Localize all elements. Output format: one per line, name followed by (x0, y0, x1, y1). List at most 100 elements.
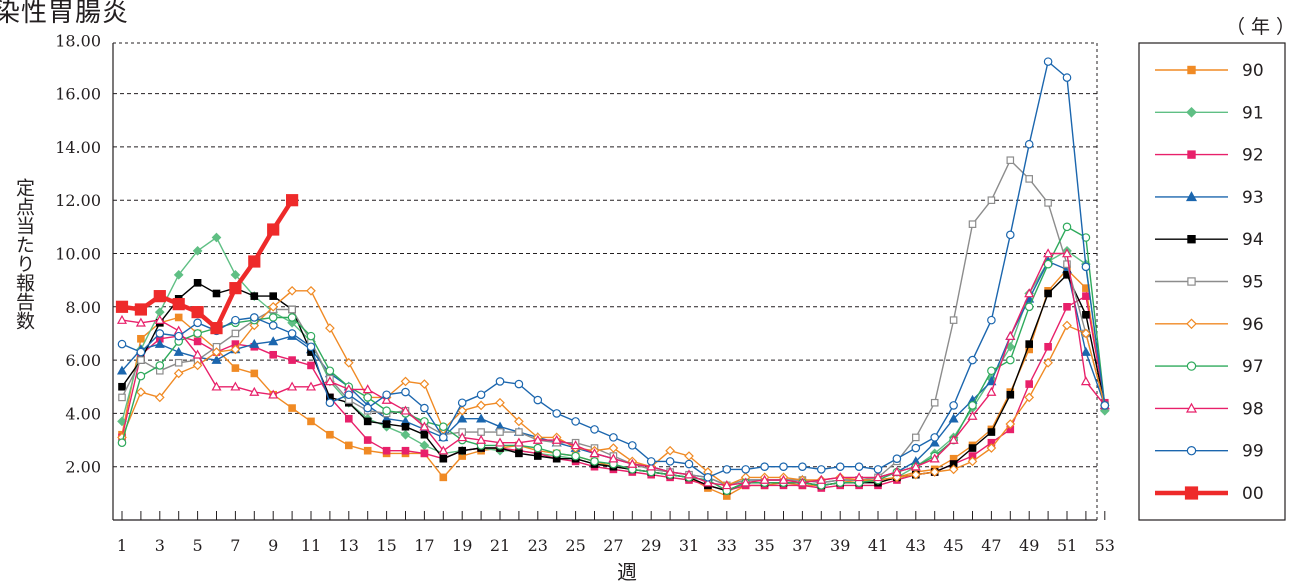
legend-item-94: 94 (1155, 230, 1264, 250)
point-92 (1082, 292, 1090, 300)
x-tick-label: 53 (1095, 536, 1115, 555)
point-95 (930, 398, 939, 407)
point-98 (532, 434, 543, 444)
point-95 (949, 316, 958, 324)
point-99 (949, 401, 958, 410)
point-90 (307, 417, 315, 426)
x-tick-label: 7 (230, 536, 240, 555)
point-98 (608, 453, 619, 463)
point-92 (1044, 342, 1052, 351)
point-94 (118, 382, 126, 391)
point-99 (627, 441, 637, 450)
point-92 (307, 361, 315, 370)
point-99 (552, 409, 562, 418)
point-90 (137, 334, 145, 343)
x-tick-label: 43 (906, 536, 926, 555)
point-98 (891, 466, 902, 476)
legend-unit-label: （年） (1226, 16, 1292, 38)
point-92 (193, 337, 202, 346)
point-92 (401, 446, 410, 455)
point-98 (305, 381, 317, 391)
legend-marker-00 (1184, 486, 1199, 500)
point-97 (987, 366, 996, 376)
point-99 (835, 462, 845, 472)
point-96 (476, 400, 486, 411)
point-98 (854, 472, 865, 482)
legend-label-99: 99 (1242, 442, 1264, 462)
point-98 (910, 461, 921, 471)
point-98 (476, 434, 487, 444)
point-95 (1044, 199, 1052, 207)
point-99 (590, 425, 599, 434)
point-91 (192, 245, 203, 256)
point-94 (1025, 340, 1034, 348)
point-99 (438, 433, 448, 442)
legend-label-00: 00 (1242, 484, 1264, 504)
point-97 (1005, 355, 1015, 365)
point-92 (1025, 380, 1034, 388)
legend-label-98: 98 (1242, 399, 1264, 419)
point-97 (268, 313, 278, 322)
y-axis-label: 定点当たり報告数 (13, 178, 35, 330)
point-98 (249, 386, 260, 396)
point-98 (683, 469, 695, 479)
x-tick-label: 21 (490, 536, 510, 555)
point-99 (722, 465, 732, 474)
point-96 (268, 301, 279, 312)
point-98 (759, 474, 770, 484)
point-99 (325, 398, 335, 408)
point-90 (174, 313, 183, 322)
point-96 (287, 285, 297, 296)
x-tick-label: 31 (679, 536, 699, 555)
point-98 (872, 472, 884, 482)
point-99 (968, 355, 977, 365)
y-tick-label: 2.00 (65, 458, 101, 477)
x-tick-label: 19 (452, 536, 472, 555)
point-96 (457, 405, 468, 416)
point-98 (702, 477, 713, 487)
point-99 (136, 347, 146, 357)
point-94 (212, 289, 221, 298)
x-tick-label: 27 (603, 536, 623, 555)
point-97 (1062, 222, 1072, 232)
point-98 (381, 394, 392, 404)
legend-label-95: 95 (1242, 273, 1264, 293)
point-00 (172, 298, 185, 311)
point-90 (288, 404, 296, 412)
point-98 (513, 437, 524, 447)
point-97 (590, 457, 599, 466)
x-tick-label: 9 (268, 536, 278, 555)
point-97 (571, 451, 580, 461)
point-98 (1061, 248, 1073, 258)
point-99 (514, 379, 524, 389)
point-97 (117, 438, 127, 448)
legend-marker-94 (1187, 235, 1196, 244)
point-99 (420, 403, 429, 413)
point-96 (419, 379, 430, 389)
point-98 (816, 474, 827, 484)
point-95 (496, 428, 504, 436)
point-95 (118, 393, 126, 402)
point-97 (552, 449, 562, 458)
point-96 (325, 323, 335, 333)
x-tick-label: 23 (528, 536, 548, 555)
series-99 (117, 57, 1110, 482)
point-90 (363, 446, 372, 455)
point-98 (646, 461, 657, 471)
point-98 (438, 445, 449, 455)
point-92 (382, 446, 391, 455)
point-94 (533, 452, 542, 460)
y-tick-label: 12.00 (55, 191, 101, 210)
legend: 90 91 92 93 94 95 96 97 98 99 00 (1138, 42, 1286, 521)
point-96 (400, 376, 411, 387)
point-98 (627, 458, 638, 468)
legend-item-96: 96 (1155, 315, 1264, 335)
point-99 (816, 465, 826, 474)
chart-title: 染性胃腸炎 (0, 0, 130, 28)
point-98 (740, 477, 751, 487)
point-92 (269, 350, 278, 359)
x-tick-label: 51 (1057, 536, 1077, 555)
point-95 (1063, 260, 1071, 268)
y-tick-label: 14.00 (55, 138, 101, 157)
point-99 (287, 329, 297, 338)
